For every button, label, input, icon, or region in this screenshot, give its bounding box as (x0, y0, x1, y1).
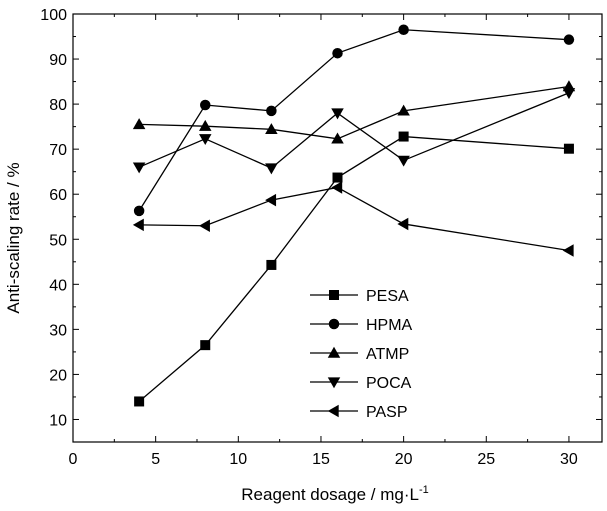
y-tick-label: 40 (49, 277, 67, 294)
data-point-pasp (199, 219, 210, 232)
data-point-pesa (200, 340, 211, 351)
data-point-pesa (332, 172, 343, 183)
series-atmp (132, 80, 576, 144)
legend-marker (329, 290, 339, 300)
data-point-pesa (563, 143, 574, 154)
data-point-atmp (199, 119, 212, 131)
series-group (132, 24, 576, 407)
y-tick-label: 60 (49, 187, 67, 204)
x-axis-label: Reagent dosage / mg·L-1 (241, 484, 428, 504)
legend-label: ATMP (366, 346, 409, 363)
data-point-poca (331, 108, 344, 120)
data-point-hpma (133, 205, 145, 217)
data-point-hpma (398, 24, 409, 36)
series-line-atmp (139, 85, 570, 140)
data-point-hpma (332, 47, 343, 59)
legend-marker (328, 318, 340, 330)
data-point-pesa (134, 396, 145, 407)
legend-label: POCA (366, 375, 412, 392)
data-point-pasp (132, 218, 144, 232)
y-tick-label: 70 (49, 142, 67, 159)
series-pasp (132, 181, 574, 257)
legend-label: HPMA (366, 317, 413, 334)
data-point-atmp (132, 118, 146, 130)
y-tick-label: 100 (40, 7, 67, 24)
y-tick-label: 50 (49, 232, 67, 249)
series-line-pesa (138, 135, 569, 402)
plot-frame (72, 13, 603, 443)
data-point-atmp (265, 123, 278, 135)
x-tick-label: 25 (477, 451, 495, 468)
data-point-atmp (397, 104, 410, 116)
legend: PESA HPMA ATMP POCA PASP (310, 288, 413, 421)
series-hpma (133, 24, 575, 217)
data-point-pasp (562, 244, 574, 257)
legend-marker (327, 404, 339, 418)
y-tick-label: 20 (49, 367, 67, 384)
data-point-hpma (200, 99, 211, 111)
y-tick-label: 30 (49, 322, 67, 339)
legend-item-poca: POCA (310, 375, 412, 392)
data-point-hpma (563, 34, 575, 45)
series-line-poca (138, 92, 570, 169)
data-point-poca (132, 162, 146, 174)
x-axis-label-superscript: -1 (419, 484, 429, 496)
axes: 0 5 10 15 20 25 30 10 20 30 40 50 60 70 80 90 100 (40, 7, 603, 468)
legend-item-pasp: PASP (310, 404, 408, 421)
x-tick-label: 5 (151, 451, 160, 468)
x-tick-label: 20 (395, 451, 413, 468)
series-pesa (134, 131, 574, 407)
data-point-pasp (331, 181, 343, 194)
data-point-poca (562, 88, 576, 100)
y-axis-label: Anti-scaling rate / % (4, 162, 23, 313)
legend-item-hpma: HPMA (310, 317, 413, 334)
y-tick-label: 10 (49, 412, 67, 429)
x-tick-label: 30 (560, 451, 578, 468)
y-tick-label: 80 (49, 97, 67, 114)
data-point-pasp (397, 217, 409, 231)
data-point-poca (199, 134, 212, 146)
legend-label: PASP (366, 404, 408, 421)
legend-item-atmp: ATMP (310, 346, 409, 363)
data-point-hpma (266, 105, 277, 117)
series-line-hpma (138, 29, 569, 212)
x-tick-label: 10 (229, 451, 247, 468)
legend-marker (327, 377, 341, 389)
legend-item-pesa: PESA (310, 288, 409, 305)
data-point-poca (397, 155, 410, 167)
legend-label: PESA (366, 288, 409, 305)
legend-marker (327, 346, 341, 358)
data-point-poca (265, 163, 278, 175)
data-point-pesa (266, 259, 277, 270)
data-point-pesa (398, 131, 409, 142)
series-line-pasp (139, 186, 570, 252)
x-tick-label: 0 (69, 451, 78, 468)
data-point-atmp (331, 132, 344, 144)
x-tick-label: 15 (312, 451, 330, 468)
y-tick-label: 90 (49, 52, 67, 69)
series-poca (132, 88, 576, 175)
data-point-pasp (265, 193, 277, 207)
